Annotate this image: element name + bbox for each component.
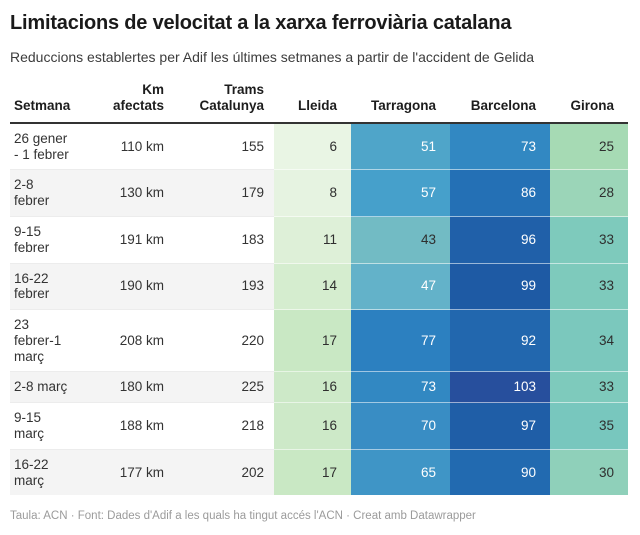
girona-heat-cell: 33	[550, 263, 628, 311]
km-affected-cell: 130 km	[96, 170, 174, 217]
tarragona-heat-cell: 77	[351, 310, 450, 373]
col-header-trams: Trams Catalunya	[174, 82, 274, 124]
tarragona-heat-cell: 47	[351, 263, 450, 311]
table-row: 23 febrer-1 març 208 km 220 17 77 92 34	[10, 310, 628, 373]
barcelona-heat-cell: 92	[450, 310, 550, 373]
table-row: 2-8 març 180 km 225 16 73 103 33	[10, 372, 628, 404]
girona-heat-cell: 33	[550, 372, 628, 404]
col-header-tarragona: Tarragona	[351, 82, 450, 124]
trams-cell: 183	[174, 217, 274, 264]
km-affected-cell: 191 km	[96, 217, 174, 264]
trams-cell: 193	[174, 263, 274, 311]
week-cell: 23 febrer-1 març	[10, 310, 96, 373]
barcelona-heat-cell: 97	[450, 403, 550, 450]
trams-cell: 179	[174, 170, 274, 217]
trams-cell: 218	[174, 403, 274, 450]
week-cell: 2-8 març	[10, 372, 96, 404]
trams-cell: 202	[174, 449, 274, 496]
trams-cell: 155	[174, 124, 274, 171]
barcelona-heat-cell: 73	[450, 123, 550, 171]
table-row: 26 gener - 1 febrer 110 km 155 6 51 73 25	[10, 123, 628, 171]
girona-heat-cell: 35	[550, 403, 628, 450]
lleida-heat-cell: 6	[274, 123, 351, 171]
lleida-heat-cell: 16	[274, 372, 351, 404]
km-affected-cell: 188 km	[96, 403, 174, 450]
girona-heat-cell: 33	[550, 217, 628, 264]
col-header-km: Km afectats	[96, 82, 174, 124]
table-row: 9-15 febrer 191 km 183 11 43 96 33	[10, 217, 628, 264]
trams-cell: 225	[174, 372, 274, 404]
speed-limits-table: Setmana Km afectats Trams Catalunya Llei…	[10, 82, 628, 496]
week-cell: 26 gener - 1 febrer	[10, 124, 96, 171]
lleida-heat-cell: 11	[274, 217, 351, 264]
table-row: 16-22 març 177 km 202 17 65 90 30	[10, 449, 628, 496]
lleida-heat-cell: 17	[274, 310, 351, 373]
lleida-heat-cell: 17	[274, 449, 351, 496]
girona-heat-cell: 28	[550, 170, 628, 217]
tarragona-heat-cell: 51	[351, 123, 450, 171]
table-header-row: Setmana Km afectats Trams Catalunya Llei…	[10, 82, 628, 124]
km-affected-cell: 110 km	[96, 124, 174, 171]
week-cell: 9-15 febrer	[10, 217, 96, 264]
barcelona-heat-cell: 96	[450, 217, 550, 264]
lleida-heat-cell: 8	[274, 170, 351, 217]
chart-title: Limitacions de velocitat a la xarxa ferr…	[10, 12, 512, 34]
barcelona-heat-cell: 90	[450, 449, 550, 496]
table-row: 16-22 febrer 190 km 193 14 47 99 33	[10, 263, 628, 311]
lleida-heat-cell: 14	[274, 263, 351, 311]
chart-subtitle: Reduccions establertes per Adif les últi…	[10, 49, 535, 65]
km-affected-cell: 177 km	[96, 449, 174, 496]
tarragona-heat-cell: 73	[351, 372, 450, 404]
barcelona-heat-cell: 99	[450, 263, 550, 311]
week-cell: 16-22 febrer	[10, 263, 96, 311]
km-affected-cell: 190 km	[96, 263, 174, 311]
tarragona-heat-cell: 65	[351, 449, 450, 496]
table-body: 26 gener - 1 febrer 110 km 155 6 51 73 25 2-8 f…	[10, 123, 628, 496]
attribution-footer: Taula: ACN · Font: Dades d'Adif a les qu…	[10, 510, 476, 523]
girona-heat-cell: 34	[550, 310, 628, 373]
lleida-heat-cell: 16	[274, 403, 351, 450]
barcelona-heat-cell: 86	[450, 170, 550, 217]
week-cell: 9-15 març	[10, 403, 96, 450]
chart-container: Limitacions de velocitat a la xarxa ferr…	[10, 12, 628, 524]
tarragona-heat-cell: 57	[351, 170, 450, 217]
col-header-setmana: Setmana	[10, 82, 96, 124]
barcelona-heat-cell: 103	[450, 372, 550, 404]
girona-heat-cell: 25	[550, 123, 628, 171]
col-header-girona: Girona	[550, 82, 628, 124]
trams-cell: 220	[174, 310, 274, 373]
girona-heat-cell: 30	[550, 449, 628, 496]
km-affected-cell: 208 km	[96, 310, 174, 373]
week-cell: 2-8 febrer	[10, 170, 96, 217]
table-row: 9-15 març 188 km 218 16 70 97 35	[10, 403, 628, 450]
week-cell: 16-22 març	[10, 449, 96, 496]
tarragona-heat-cell: 43	[351, 217, 450, 264]
col-header-barcelona: Barcelona	[450, 82, 550, 124]
table-row: 2-8 febrer 130 km 179 8 57 86 28	[10, 170, 628, 217]
table-header: Setmana Km afectats Trams Catalunya Llei…	[10, 82, 628, 124]
km-affected-cell: 180 km	[96, 372, 174, 404]
tarragona-heat-cell: 70	[351, 403, 450, 450]
col-header-lleida: Lleida	[274, 82, 351, 124]
